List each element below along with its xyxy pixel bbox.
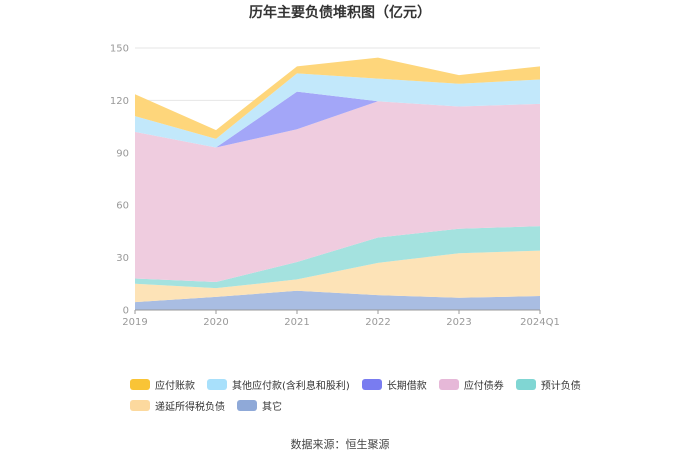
legend-label: 应付账款 — [155, 381, 195, 392]
data-source: 数据来源：恒生聚源 — [290, 438, 390, 451]
legend-swatch — [130, 379, 150, 390]
legend-row: 应付账款 其他应付款(含利息和股利) 长期借款 应付债券 预计负债 — [130, 377, 581, 392]
legend-item[interactable]: 长期借款 — [361, 377, 427, 392]
legend-label: 递延所得税负债 — [155, 402, 225, 413]
x-tick-label: 2021 — [284, 317, 309, 328]
y-tick-label: 120 — [110, 96, 129, 107]
area-series-2 — [135, 226, 540, 289]
legend-swatch — [130, 400, 150, 411]
area-series-4 — [135, 91, 540, 148]
legend-item[interactable]: 其它 — [237, 398, 282, 413]
area-series-5 — [135, 73, 540, 148]
legend-label: 长期借款 — [386, 381, 427, 392]
legend-item[interactable]: 预计负债 — [515, 377, 581, 392]
area-series-6 — [135, 57, 540, 139]
y-tick-label: 150 — [110, 44, 129, 55]
y-tick-label: 0 — [123, 306, 129, 317]
area-series-3 — [135, 101, 540, 283]
x-tick-label: 2019 — [122, 317, 147, 328]
legend-swatch — [237, 400, 257, 411]
legend-item[interactable]: 递延所得税负债 — [130, 398, 225, 413]
legend-item[interactable]: 应付债券 — [438, 377, 504, 392]
legend-label: 其它 — [262, 402, 282, 413]
y-tick-label: 30 — [116, 253, 129, 264]
legend-item[interactable]: 应付账款 — [130, 377, 195, 392]
legend-swatch — [438, 379, 459, 390]
legend-label: 其他应付款(含利息和股利) — [232, 381, 350, 392]
area-series-1 — [135, 250, 540, 303]
x-tick-label: 2023 — [446, 317, 471, 328]
y-tick-label: 90 — [116, 148, 129, 159]
legend: 应付账款 其他应付款(含利息和股利) 长期借款 应付债券 预计负债递延所得税负债 其它 — [130, 377, 581, 419]
legend-row: 递延所得税负债 其它 — [130, 398, 570, 413]
legend-swatch — [361, 379, 382, 390]
chart-title: 历年主要负债堆积图（亿元） — [249, 5, 431, 21]
legend-swatch — [207, 379, 227, 390]
x-tick-label: 2022 — [365, 317, 390, 328]
legend-label: 预计负债 — [540, 381, 581, 392]
legend-label: 应付债券 — [463, 381, 504, 392]
x-tick-label: 2024Q1 — [520, 317, 560, 328]
legend-swatch — [515, 379, 536, 390]
y-tick-label: 60 — [116, 201, 129, 212]
area-series-0 — [135, 290, 540, 310]
x-tick-label: 2020 — [203, 317, 228, 328]
area-chart: 0 30 60 90 120 150 2019 2020 2021 2022 2023 2024Q1 — [110, 44, 560, 329]
legend-item[interactable]: 其他应付款(含利息和股利) — [207, 377, 350, 392]
